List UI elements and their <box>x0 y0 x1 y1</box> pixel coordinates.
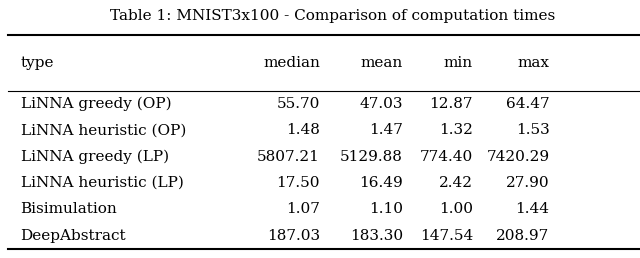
Text: mean: mean <box>360 56 403 70</box>
Text: LiNNA greedy (OP): LiNNA greedy (OP) <box>20 97 171 111</box>
Text: min: min <box>444 56 473 70</box>
Text: 1.07: 1.07 <box>286 202 320 216</box>
Text: LiNNA greedy (LP): LiNNA greedy (LP) <box>20 149 168 164</box>
Text: 7420.29: 7420.29 <box>486 150 549 164</box>
Text: 187.03: 187.03 <box>267 229 320 243</box>
Text: type: type <box>20 56 54 70</box>
Text: median: median <box>263 56 320 70</box>
Text: 183.30: 183.30 <box>349 229 403 243</box>
Text: 16.49: 16.49 <box>359 176 403 190</box>
Text: 12.87: 12.87 <box>429 97 473 111</box>
Text: Table 1: MNIST3x100 - Comparison of computation times: Table 1: MNIST3x100 - Comparison of comp… <box>110 9 556 23</box>
Text: 2.42: 2.42 <box>439 176 473 190</box>
Text: 1.44: 1.44 <box>515 202 549 216</box>
Text: 64.47: 64.47 <box>506 97 549 111</box>
Text: 55.70: 55.70 <box>276 97 320 111</box>
Text: 47.03: 47.03 <box>359 97 403 111</box>
Text: 1.32: 1.32 <box>439 123 473 137</box>
Text: Bisimulation: Bisimulation <box>20 202 117 216</box>
Text: LiNNA heuristic (OP): LiNNA heuristic (OP) <box>20 123 186 137</box>
Text: 208.97: 208.97 <box>496 229 549 243</box>
Text: 5807.21: 5807.21 <box>257 150 320 164</box>
Text: 27.90: 27.90 <box>506 176 549 190</box>
Text: 1.47: 1.47 <box>369 123 403 137</box>
Text: 5129.88: 5129.88 <box>340 150 403 164</box>
Text: 1.53: 1.53 <box>516 123 549 137</box>
Text: LiNNA heuristic (LP): LiNNA heuristic (LP) <box>20 176 184 190</box>
Text: 1.00: 1.00 <box>439 202 473 216</box>
Text: max: max <box>517 56 549 70</box>
Text: 147.54: 147.54 <box>420 229 473 243</box>
Text: 17.50: 17.50 <box>276 176 320 190</box>
Text: 1.10: 1.10 <box>369 202 403 216</box>
Text: DeepAbstract: DeepAbstract <box>20 229 126 243</box>
Text: 1.48: 1.48 <box>286 123 320 137</box>
Text: 774.40: 774.40 <box>420 150 473 164</box>
